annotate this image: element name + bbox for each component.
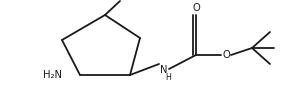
Text: H: H	[165, 72, 171, 82]
Text: H₂N: H₂N	[43, 70, 62, 80]
Text: O: O	[222, 50, 230, 60]
Text: N: N	[160, 65, 168, 75]
Text: O: O	[192, 3, 200, 13]
